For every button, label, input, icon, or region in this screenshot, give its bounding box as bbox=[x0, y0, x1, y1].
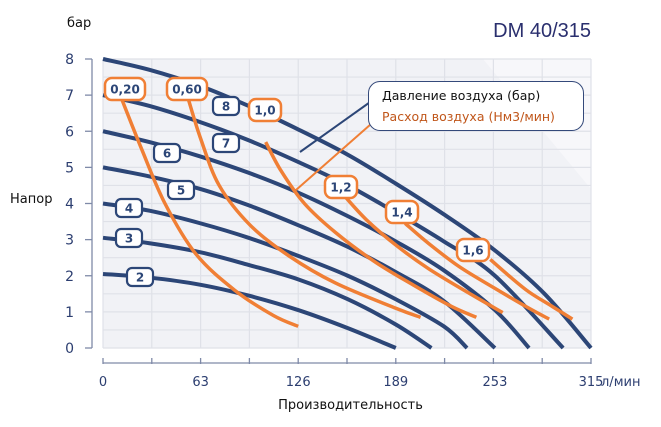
pressure-curve-5 bbox=[102, 165, 497, 350]
airflow-curve-1-0 bbox=[264, 141, 478, 319]
y-tick-label: 5 bbox=[65, 160, 74, 176]
y-tick-label: 0 bbox=[65, 341, 74, 357]
svg-text:2: 2 bbox=[136, 271, 144, 285]
pressure-curve-3 bbox=[102, 235, 433, 350]
x-tick-label: 126 bbox=[286, 375, 311, 390]
pressure-label-2: 2 bbox=[125, 266, 155, 288]
y-tick-label: 8 bbox=[65, 52, 74, 68]
y-tick-label: 7 bbox=[65, 88, 74, 104]
airflow-label-0-20: 0,20 bbox=[103, 76, 147, 102]
svg-text:5: 5 bbox=[177, 184, 185, 198]
x-tick-label: 0 bbox=[99, 375, 107, 390]
y-axis-unit: бар bbox=[67, 16, 92, 31]
svg-text:7: 7 bbox=[222, 137, 230, 151]
airflow-curve-1-2 bbox=[341, 193, 504, 315]
chart-title: DM 40/315 bbox=[493, 20, 591, 42]
svg-text:0,60: 0,60 bbox=[172, 83, 202, 97]
y-axis-title: Напор bbox=[10, 192, 53, 207]
svg-text:1,2: 1,2 bbox=[330, 181, 351, 195]
airflow-curve-1-6 bbox=[489, 258, 574, 321]
airflow-label-1-0: 1,0 bbox=[247, 97, 283, 123]
y-axis: 0 1 2 3 4 5 6 7 8 bbox=[65, 52, 93, 357]
legend-airflow-label: Расход воздуха (Нм3/мин) bbox=[382, 109, 555, 124]
airflow-curve-0-60 bbox=[186, 98, 422, 319]
pressure-label-7: 7 bbox=[211, 132, 241, 154]
airflow-curve-1-4 bbox=[403, 222, 551, 321]
airflow-label-0-60: 0,60 bbox=[165, 76, 209, 102]
y-tick-label: 2 bbox=[65, 269, 74, 285]
svg-text:0,20: 0,20 bbox=[110, 83, 140, 97]
x-tick-label: 189 bbox=[383, 375, 408, 390]
svg-text:1,4: 1,4 bbox=[391, 206, 412, 220]
svg-text:3: 3 bbox=[125, 232, 133, 246]
airflow-label-1-6: 1,6 bbox=[455, 237, 491, 263]
x-tick-label: 315 bbox=[579, 375, 604, 390]
svg-text:1,0: 1,0 bbox=[254, 104, 275, 118]
x-axis-unit: л/мин bbox=[601, 375, 640, 390]
x-axis-title: Производительность bbox=[278, 398, 423, 413]
pressure-curve-4 bbox=[102, 201, 469, 350]
airflow-label-1-2: 1,2 bbox=[323, 174, 359, 200]
x-tick-label: 253 bbox=[483, 375, 508, 390]
airflow-curve-0-20 bbox=[119, 98, 299, 328]
legend-box: Давление воздуха (бар) Расход воздуха (Н… bbox=[368, 81, 584, 131]
svg-text:1,6: 1,6 bbox=[462, 244, 483, 258]
svg-text:6: 6 bbox=[163, 147, 171, 161]
svg-text:4: 4 bbox=[125, 202, 133, 216]
svg-text:8: 8 bbox=[222, 100, 230, 114]
legend-pressure-label: Давление воздуха (бар) bbox=[382, 88, 541, 103]
pressure-label-4: 4 bbox=[114, 197, 144, 219]
x-tick-label: 63 bbox=[192, 375, 209, 390]
y-tick-label: 3 bbox=[65, 233, 74, 249]
pressure-label-5: 5 bbox=[166, 179, 196, 201]
pressure-label-6: 6 bbox=[152, 142, 182, 164]
airflow-curves bbox=[119, 98, 574, 328]
pressure-label-3: 3 bbox=[114, 227, 144, 249]
y-tick-label: 6 bbox=[65, 124, 74, 140]
y-tick-label: 4 bbox=[65, 197, 74, 213]
legend-leader-pressure bbox=[299, 94, 381, 153]
y-tick-label: 1 bbox=[65, 305, 74, 321]
airflow-label-1-4: 1,4 bbox=[384, 199, 420, 225]
legend-leader-airflow bbox=[295, 116, 380, 191]
pressure-label-8: 8 bbox=[211, 95, 241, 117]
